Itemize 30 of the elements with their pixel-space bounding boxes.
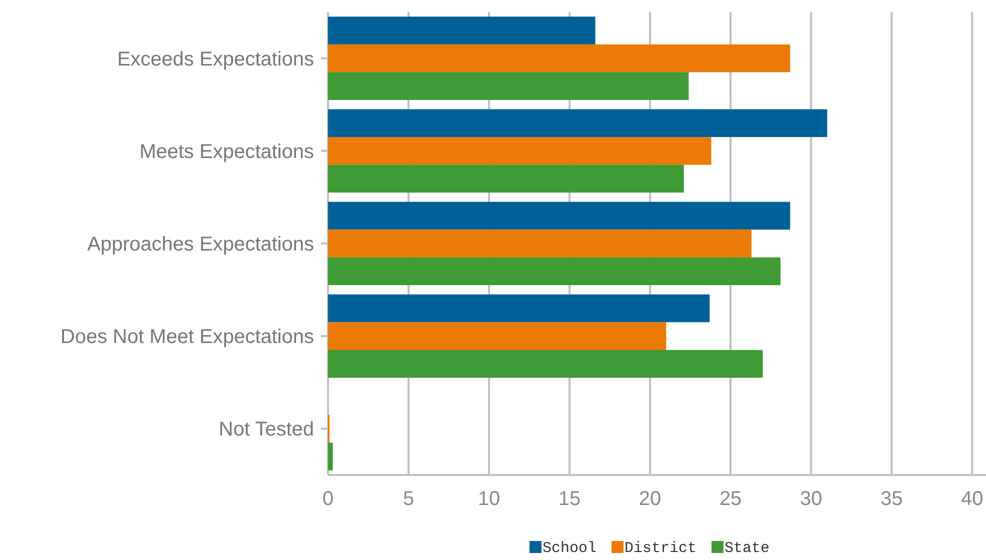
bar bbox=[328, 442, 333, 470]
legend-label: School bbox=[542, 540, 597, 557]
legend-label: State bbox=[724, 540, 770, 557]
bar bbox=[328, 109, 828, 138]
y-tick-label: Not Tested bbox=[218, 418, 314, 441]
y-tick-label: Meets Expectations bbox=[139, 140, 314, 163]
x-tick-label: 40 bbox=[960, 488, 984, 510]
y-tick-label: Approaches Expectations bbox=[87, 234, 314, 256]
y-tick-label: Does Not Meet Expectations bbox=[60, 326, 314, 348]
bar bbox=[328, 294, 710, 322]
x-tick-label: 0 bbox=[322, 488, 334, 510]
bar bbox=[328, 350, 763, 378]
y-tick-label: Exceeds Expectations bbox=[117, 48, 314, 70]
x-tick-label: 15 bbox=[558, 488, 581, 510]
x-tick-label: 25 bbox=[719, 488, 742, 510]
bar bbox=[328, 257, 780, 286]
bar bbox=[328, 72, 689, 100]
legend-label: District bbox=[624, 540, 697, 557]
x-tick-label: 30 bbox=[800, 488, 822, 510]
bar bbox=[328, 322, 666, 350]
bar bbox=[328, 16, 596, 44]
bar bbox=[328, 137, 712, 165]
bar bbox=[328, 164, 684, 193]
bar bbox=[328, 202, 790, 230]
x-tick-label: 10 bbox=[478, 488, 500, 510]
bar bbox=[328, 230, 752, 258]
x-tick-label: 5 bbox=[402, 488, 414, 510]
x-tick-label: 35 bbox=[880, 488, 903, 510]
bar bbox=[328, 44, 790, 72]
x-tick-label: 20 bbox=[638, 488, 662, 510]
